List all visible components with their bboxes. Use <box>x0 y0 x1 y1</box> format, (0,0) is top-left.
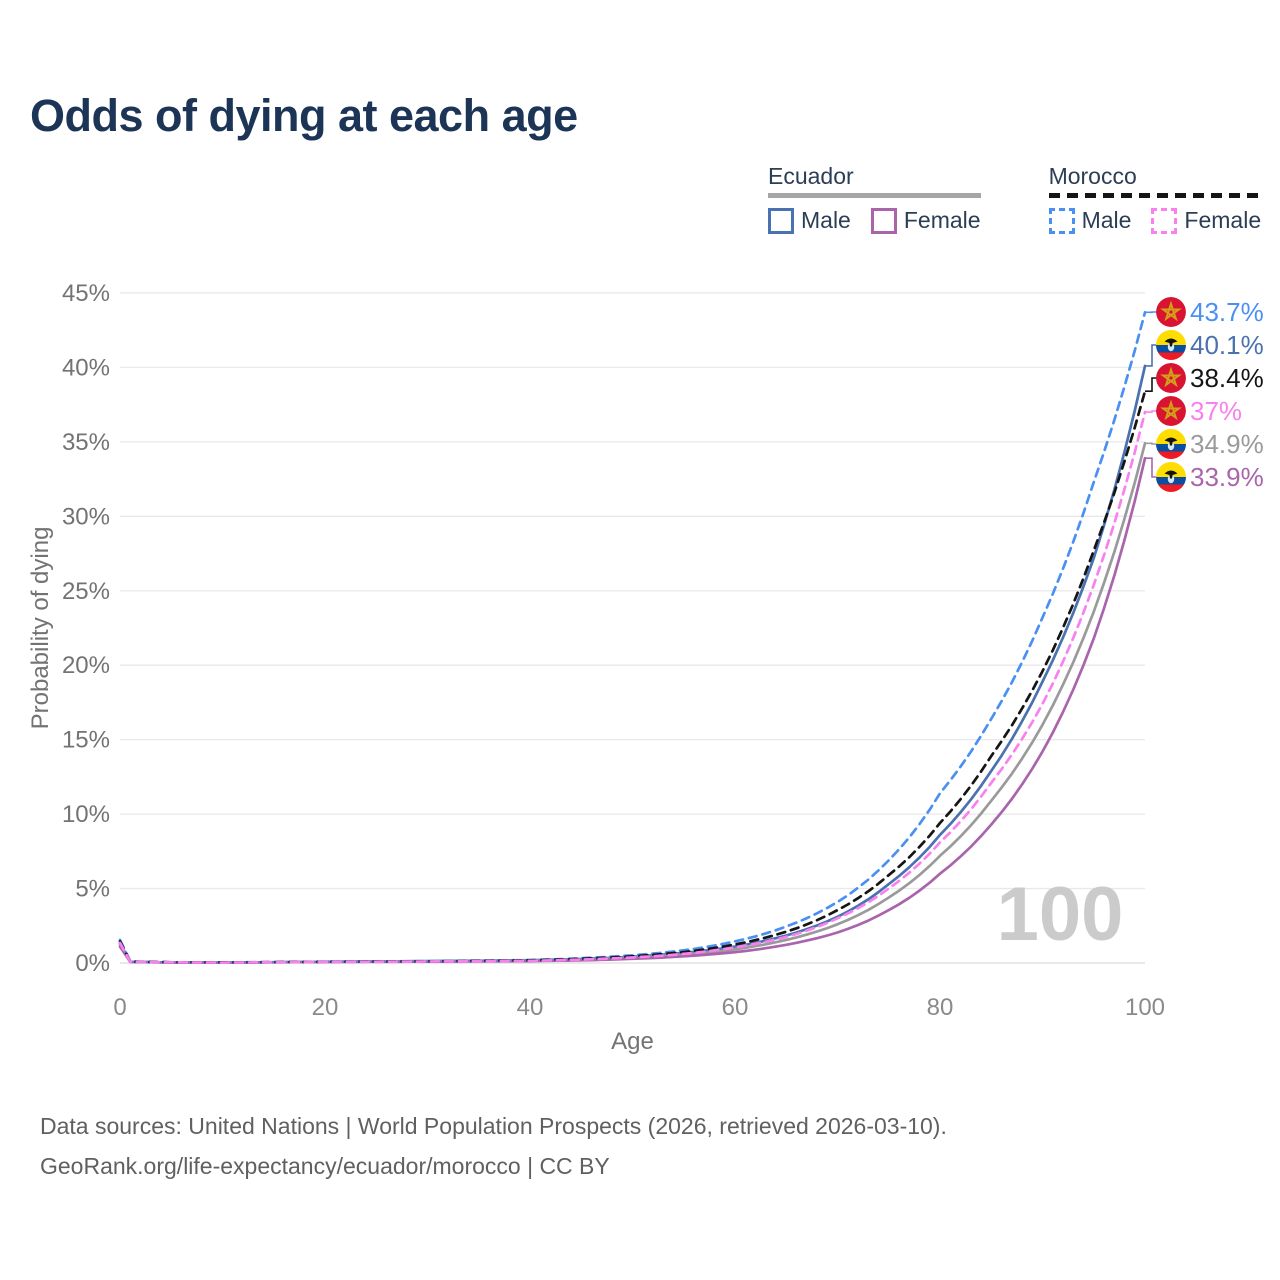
end-value-label-morocco-female: 37% <box>1190 396 1242 426</box>
footer: Data sources: United Nations | World Pop… <box>40 1106 1240 1186</box>
x-tick-label: 20 <box>312 994 339 1021</box>
x-tick-label: 60 <box>722 994 749 1021</box>
legend-item-label: Female <box>1184 207 1262 233</box>
leader-line-morocco-female <box>1145 410 1157 413</box>
legend-item-ecuador-female[interactable]: Female <box>870 207 981 234</box>
leader-line-ecuador-both <box>1145 442 1157 445</box>
chart-title: Odds of dying at each age <box>30 90 578 141</box>
flag-icon-ecuador <box>1156 330 1186 360</box>
end-value-label-morocco-male: 43.7% <box>1190 297 1264 327</box>
y-tick-label: 35% <box>62 429 110 456</box>
ecuador-line-style-swatch <box>768 193 981 198</box>
x-tick-label: 80 <box>927 994 954 1021</box>
x-tick-label: 0 <box>113 994 126 1021</box>
legend-item-label: Male <box>801 207 851 233</box>
flag-icon-morocco <box>1156 363 1186 393</box>
x-axis-title: Age <box>611 1028 654 1055</box>
flag-icon-ecuador <box>1156 429 1186 459</box>
end-value-label-ecuador-both: 34.9% <box>1190 429 1264 459</box>
flag-icon-ecuador <box>1156 462 1186 492</box>
morocco-female-swatch-icon <box>1151 207 1178 234</box>
series-line-morocco-male <box>118 310 1147 964</box>
ecuador-female-swatch-icon <box>870 207 897 234</box>
x-tick-label: 40 <box>517 994 544 1021</box>
series-line-ecuador-male <box>118 364 1147 964</box>
series-line-ecuador-both <box>118 441 1147 964</box>
legend-country-label: Morocco <box>1048 163 1137 189</box>
legend-group-ecuador: Ecuador Male Female <box>768 163 981 234</box>
y-tick-label: 10% <box>62 801 110 828</box>
y-tick-label: 0% <box>75 950 110 977</box>
y-tick-label: 15% <box>62 727 110 754</box>
end-value-label-ecuador-female: 33.9% <box>1190 462 1264 492</box>
end-value-label-ecuador-male: 40.1% <box>1190 330 1264 360</box>
legend-item-morocco-male[interactable]: Male <box>1048 207 1132 234</box>
legend-item-ecuador-male[interactable]: Male <box>768 207 851 234</box>
legend-country-label: Ecuador <box>768 163 854 189</box>
leader-line-ecuador-male <box>1145 344 1157 367</box>
leader-line-morocco-both <box>1145 377 1157 393</box>
legend-item-morocco-female[interactable]: Female <box>1151 207 1261 234</box>
y-tick-label: 20% <box>62 652 110 679</box>
ecuador-male-swatch-icon <box>768 207 794 234</box>
series-line-morocco-female <box>118 410 1147 964</box>
attribution-text: GeoRank.org/life-expectancy/ecuador/moro… <box>40 1153 610 1179</box>
y-tick-label: 45% <box>62 280 110 307</box>
y-axis-title: Probability of dying <box>27 527 54 730</box>
y-tick-label: 40% <box>62 354 110 381</box>
leader-line-ecuador-female <box>1145 457 1157 478</box>
y-tick-label: 25% <box>62 578 110 605</box>
morocco-line-style-swatch <box>1048 193 1262 198</box>
legend-group-morocco: Morocco Male Female <box>1048 163 1262 234</box>
y-tick-label: 30% <box>62 503 110 530</box>
end-value-label-morocco-both: 38.4% <box>1190 363 1264 393</box>
legend: Ecuador Male Female Morocco Male <box>768 163 1262 234</box>
legend-item-label: Female <box>903 207 981 233</box>
legend-item-label: Male <box>1081 207 1132 233</box>
age-watermark: 100 <box>997 872 1124 957</box>
y-tick-label: 5% <box>75 876 110 903</box>
flag-icon-morocco <box>1156 297 1186 327</box>
data-source-text: Data sources: United Nations | World Pop… <box>40 1113 947 1139</box>
morocco-male-swatch-icon <box>1048 207 1075 234</box>
flag-icon-morocco <box>1156 396 1186 426</box>
series-line-ecuador-female <box>118 456 1147 964</box>
x-tick-label: 100 <box>1125 994 1165 1021</box>
series-line-morocco-both <box>118 389 1147 964</box>
